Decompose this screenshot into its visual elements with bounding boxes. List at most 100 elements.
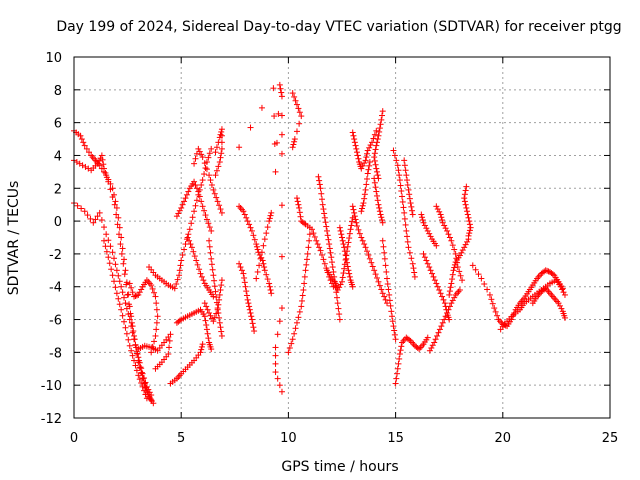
data-point: [138, 286, 145, 293]
data-point: [459, 247, 466, 254]
data-point: [292, 325, 299, 332]
data-point: [212, 288, 219, 295]
data-point: [353, 145, 360, 152]
data-point: [391, 152, 398, 159]
data-point: [351, 209, 358, 216]
data-point: [244, 296, 251, 303]
data-point: [245, 300, 252, 307]
data-point: [378, 214, 385, 221]
data-point: [401, 157, 408, 164]
data-point: [240, 270, 247, 277]
data-point: [376, 125, 383, 132]
data-point: [118, 250, 125, 257]
data-point: [198, 273, 205, 280]
data-point: [101, 165, 108, 172]
data-point: [325, 236, 332, 243]
data-point: [109, 194, 116, 201]
data-point: [321, 260, 328, 267]
data-point: [188, 220, 195, 227]
data-point: [211, 277, 218, 284]
data-point: [241, 211, 248, 218]
data-point: [414, 344, 421, 351]
data-point: [136, 289, 143, 296]
data-point: [494, 312, 501, 319]
data-point: [407, 200, 414, 207]
data-point: [218, 150, 225, 157]
data-point: [372, 184, 379, 191]
data-point: [426, 347, 433, 354]
data-point: [469, 262, 476, 269]
data-point: [310, 230, 317, 237]
data-point: [427, 233, 434, 240]
data-point: [179, 201, 186, 208]
data-point: [349, 218, 356, 225]
data-point: [401, 162, 408, 169]
y-tick-label: 8: [54, 84, 62, 99]
data-point: [408, 255, 415, 262]
data-point: [438, 214, 445, 221]
data-point: [208, 315, 215, 322]
data-point: [439, 219, 446, 226]
data-point: [241, 274, 248, 281]
data-point: [368, 259, 375, 266]
data-point: [334, 287, 341, 294]
data-point: [286, 344, 293, 351]
x-tick-label: 5: [177, 431, 185, 446]
data-point: [261, 267, 268, 274]
data-point: [99, 156, 106, 163]
data-point: [402, 167, 409, 174]
data-point: [358, 234, 365, 241]
data-point: [178, 204, 185, 211]
data-point: [266, 218, 273, 225]
data-point: [187, 241, 194, 248]
data-point: [122, 324, 129, 331]
data-point: [367, 142, 374, 149]
data-point: [354, 223, 361, 230]
data-point: [260, 260, 267, 267]
data-point: [435, 329, 442, 336]
data-point: [199, 154, 206, 161]
data-point: [276, 382, 283, 389]
data-point: [246, 306, 253, 313]
data-point: [273, 139, 280, 146]
data-point: [421, 222, 428, 229]
data-point: [343, 255, 350, 262]
data-point: [392, 380, 399, 387]
data-point: [389, 318, 396, 325]
data-point: [375, 201, 382, 208]
y-tick-label: -4: [49, 281, 62, 296]
data-point: [376, 282, 383, 289]
data-point: [109, 249, 116, 256]
data-point: [218, 277, 225, 284]
data-point: [78, 205, 85, 212]
data-point: [129, 289, 136, 296]
data-point: [236, 144, 243, 151]
data-point: [201, 160, 208, 167]
data-point: [217, 324, 224, 331]
data-point: [94, 160, 101, 167]
data-point: [316, 177, 323, 184]
data-point: [207, 312, 214, 319]
data-point: [260, 242, 267, 249]
data-point: [90, 219, 97, 226]
data-point: [141, 387, 148, 394]
data-marks: [71, 81, 568, 407]
data-point: [212, 172, 219, 179]
data-point: [98, 152, 105, 159]
data-point: [74, 202, 81, 209]
data-point: [391, 327, 398, 334]
data-point: [218, 282, 225, 289]
data-point: [298, 297, 305, 304]
data-point: [378, 116, 385, 123]
data-point: [138, 379, 145, 386]
data-point: [176, 317, 183, 324]
data-point: [216, 291, 223, 298]
data-point: [298, 113, 305, 120]
data-point: [318, 252, 325, 259]
data-point: [194, 261, 201, 268]
data-point: [354, 149, 361, 156]
data-point: [409, 211, 416, 218]
data-point: [108, 266, 115, 273]
data-point: [183, 191, 190, 198]
data-point: [297, 213, 304, 220]
